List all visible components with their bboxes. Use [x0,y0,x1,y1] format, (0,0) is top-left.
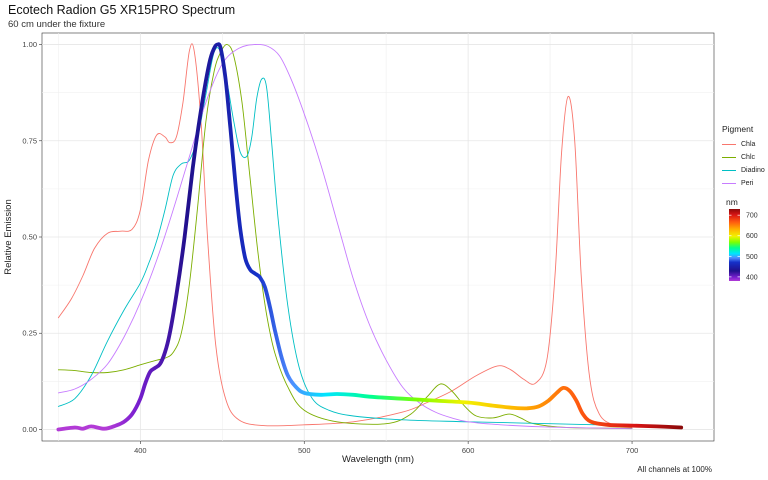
legend-label: Peri [741,180,754,187]
colorbar [729,209,740,281]
y-axis-label: Relative Emission [3,199,14,275]
legend-label: Chlc [741,154,756,161]
series-line-chlc [57,44,633,429]
legend-key [722,157,736,158]
colorbar-tick-label: 700 [746,213,758,220]
legend-item: Chlc [722,151,765,164]
x-tick-label: 600 [462,446,475,455]
series-line-peri [57,43,633,430]
legend-label: Diadino [741,167,765,174]
colorbar-title: nm [726,197,738,207]
pigment-legend: Pigment Chla Chlc Diadino Peri [722,124,765,190]
y-tick-label: 0.25 [22,329,37,338]
y-tick-label: 1.00 [22,40,37,49]
legend-item: Diadino [722,164,765,177]
series-line-diadino [57,47,633,427]
tick-labels: 400 500 600 700 0.00 0.25 0.50 0.75 1.00 [22,40,638,455]
y-tick-label: 0.00 [22,425,37,434]
legend-label: Chla [741,141,756,148]
legend-entries: Chla Chlc Diadino Peri [722,138,765,190]
legend-title: Pigment [722,124,754,134]
legend-item: Chla [722,138,765,151]
series-line-xr15pro [56,42,684,432]
colorbar-ticks: 400 500 600 700 [729,213,758,281]
chart-title: Ecotech Radion G5 XR15PRO Spectrum [8,3,236,17]
legend-key [722,170,736,171]
x-axis-label: Wavelength (nm) [342,454,414,465]
y-tick-label: 0.75 [22,136,37,145]
chart-subtitle: 60 cm under the fixture [8,19,106,30]
x-tick-label: 400 [134,446,147,455]
legend-key [722,183,736,184]
series-layer [56,42,684,432]
colorbar-tick-label: 500 [746,254,758,261]
legend-key [722,144,736,145]
x-tick-label: 700 [626,446,639,455]
x-tick-label: 500 [298,446,311,455]
legend-item: Peri [722,177,765,190]
y-tick-label: 0.50 [22,233,37,242]
colorbar-tick-label: 400 [746,274,758,281]
caption: All channels at 100% [637,465,712,474]
colorbar-tick-label: 600 [746,233,758,240]
series-line-chla [57,43,633,428]
